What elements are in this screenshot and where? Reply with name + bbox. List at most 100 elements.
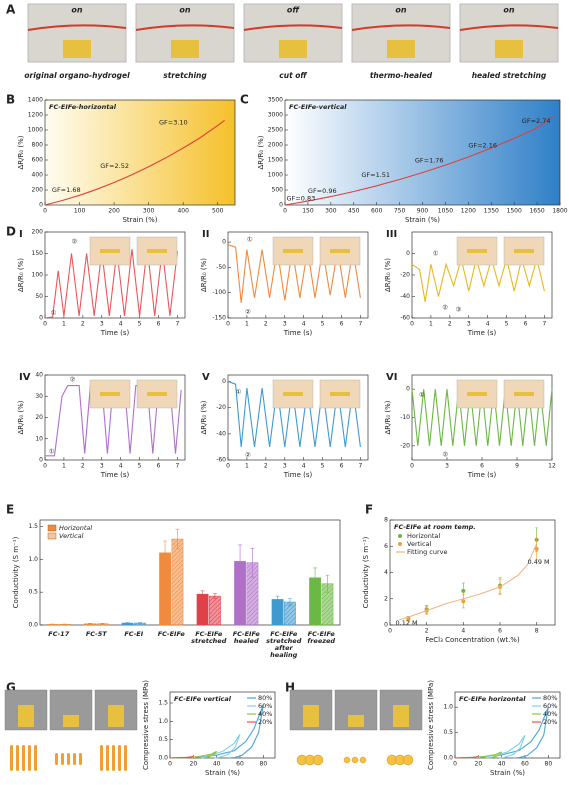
x-tick-label: 2 bbox=[425, 628, 429, 635]
y-tick-label: 0.5 bbox=[158, 736, 168, 743]
annotation: GF=1.76 bbox=[415, 157, 444, 165]
x-tick-label: 2 bbox=[448, 321, 452, 328]
annotation: ① bbox=[236, 388, 242, 396]
sample bbox=[330, 249, 350, 253]
wire bbox=[459, 24, 559, 31]
fiber bbox=[124, 745, 127, 771]
annotation: ① bbox=[247, 236, 253, 244]
wire bbox=[27, 24, 127, 31]
wire bbox=[243, 24, 343, 31]
x-tick-label: 0 bbox=[43, 321, 47, 328]
annotation: GF=3.10 bbox=[159, 119, 188, 127]
data-line bbox=[454, 706, 549, 759]
fiber bbox=[79, 753, 82, 765]
annotation: ① bbox=[51, 309, 57, 317]
y-tick-label: 600 bbox=[32, 157, 44, 164]
caption: thermo-healed bbox=[370, 71, 433, 80]
bar bbox=[171, 538, 184, 626]
y-axis-label: ΔR/R₀ (%) bbox=[17, 258, 25, 292]
fiber bbox=[55, 753, 58, 765]
x-tick-label: 1350 bbox=[484, 208, 499, 215]
y-tick-label: 1000 bbox=[28, 127, 43, 134]
error-bar bbox=[238, 544, 243, 579]
y-tick-label: 0 bbox=[384, 622, 388, 629]
x-axis-label: FeCl₃ Concentration (wt.%) bbox=[425, 636, 520, 644]
y-tick-label: 0.5 bbox=[443, 729, 453, 736]
y-axis-label: Compressive stress (MPa) bbox=[427, 680, 435, 770]
panel-label: B bbox=[6, 93, 15, 107]
error-bar bbox=[325, 574, 330, 593]
chart-title: II bbox=[202, 229, 209, 240]
sample bbox=[467, 249, 487, 253]
data-line bbox=[284, 116, 553, 206]
legend-swatch bbox=[398, 534, 402, 538]
x-tick-label: 7 bbox=[176, 463, 180, 470]
x-tick-label: 6 bbox=[340, 321, 344, 328]
chart-title: FC-EIFe vertical bbox=[174, 695, 232, 703]
x-tick-label: 3 bbox=[100, 321, 104, 328]
point bbox=[406, 617, 411, 622]
panel-label: C bbox=[240, 93, 249, 107]
x-tick-label: FC-EIFe healed bbox=[232, 630, 260, 645]
y-tick-label: 3000 bbox=[268, 112, 283, 119]
y-tick-label: 2500 bbox=[268, 127, 283, 134]
x-tick-label: 4 bbox=[119, 321, 123, 328]
cell bbox=[312, 754, 324, 766]
annotation: GF=2.16 bbox=[468, 142, 497, 150]
plot-frame bbox=[39, 519, 341, 626]
x-tick-label: 60 bbox=[521, 761, 529, 768]
x-tick-label: 3 bbox=[283, 321, 287, 328]
y-tick-label: 1500 bbox=[268, 157, 283, 164]
chart-title: FC-EIFe-horizontal bbox=[49, 103, 117, 111]
x-tick-label: FC-EI bbox=[124, 630, 144, 638]
chart-title: I bbox=[19, 229, 23, 240]
sample bbox=[283, 249, 303, 253]
x-axis-label: Strain (%) bbox=[122, 216, 157, 224]
fiber bbox=[112, 745, 115, 771]
panel-label: G bbox=[6, 681, 16, 695]
fiber bbox=[16, 745, 19, 771]
y-tick-label: 1000 bbox=[268, 172, 283, 179]
sample bbox=[303, 705, 319, 727]
cell bbox=[359, 756, 367, 764]
y-tick-label: 2000 bbox=[268, 142, 283, 149]
y-tick-label: 0 bbox=[406, 250, 410, 257]
data-line bbox=[454, 751, 503, 759]
y-tick-label: 400 bbox=[32, 172, 44, 179]
clip bbox=[495, 40, 523, 58]
legend-label: 60% bbox=[543, 702, 557, 710]
state-label: on bbox=[179, 6, 190, 15]
x-tick-label: 7 bbox=[543, 321, 547, 328]
plot-frame bbox=[44, 99, 236, 206]
sample bbox=[18, 705, 34, 727]
y-tick-label: 0.0 bbox=[443, 755, 453, 762]
data-line bbox=[44, 247, 178, 319]
error-bar bbox=[62, 623, 67, 625]
y-tick-label: -40 bbox=[400, 293, 410, 300]
data-line bbox=[169, 733, 241, 759]
annotation: ① bbox=[49, 448, 55, 456]
sample bbox=[348, 715, 364, 727]
x-tick-label: FC-5T bbox=[85, 630, 107, 638]
x-tick-label: 20 bbox=[190, 761, 198, 768]
sample bbox=[330, 392, 350, 396]
x-tick-label: 400 bbox=[177, 208, 189, 215]
error-bar bbox=[50, 623, 55, 625]
x-axis-label: Strain (%) bbox=[405, 216, 440, 224]
x-tick-label: 3 bbox=[100, 463, 104, 470]
y-tick-label: 200 bbox=[32, 187, 44, 194]
cell bbox=[343, 756, 351, 764]
x-tick-label: 1 bbox=[245, 321, 249, 328]
panel-label: E bbox=[6, 503, 14, 517]
x-tick-label: 450 bbox=[348, 208, 360, 215]
fiber bbox=[22, 745, 25, 771]
legend-label: 60% bbox=[258, 702, 272, 710]
x-tick-label: 4 bbox=[302, 321, 306, 328]
y-axis-label: Compressive stress (MPa) bbox=[142, 680, 150, 770]
y-axis-label: ΔR/R₀ (%) bbox=[17, 135, 25, 169]
x-tick-label: 0 bbox=[43, 208, 47, 215]
chart-title: FC-EIFe at room temp. bbox=[394, 523, 476, 531]
fiber bbox=[34, 745, 37, 771]
x-tick-label: 2 bbox=[81, 321, 85, 328]
annotation: ② bbox=[245, 451, 251, 459]
